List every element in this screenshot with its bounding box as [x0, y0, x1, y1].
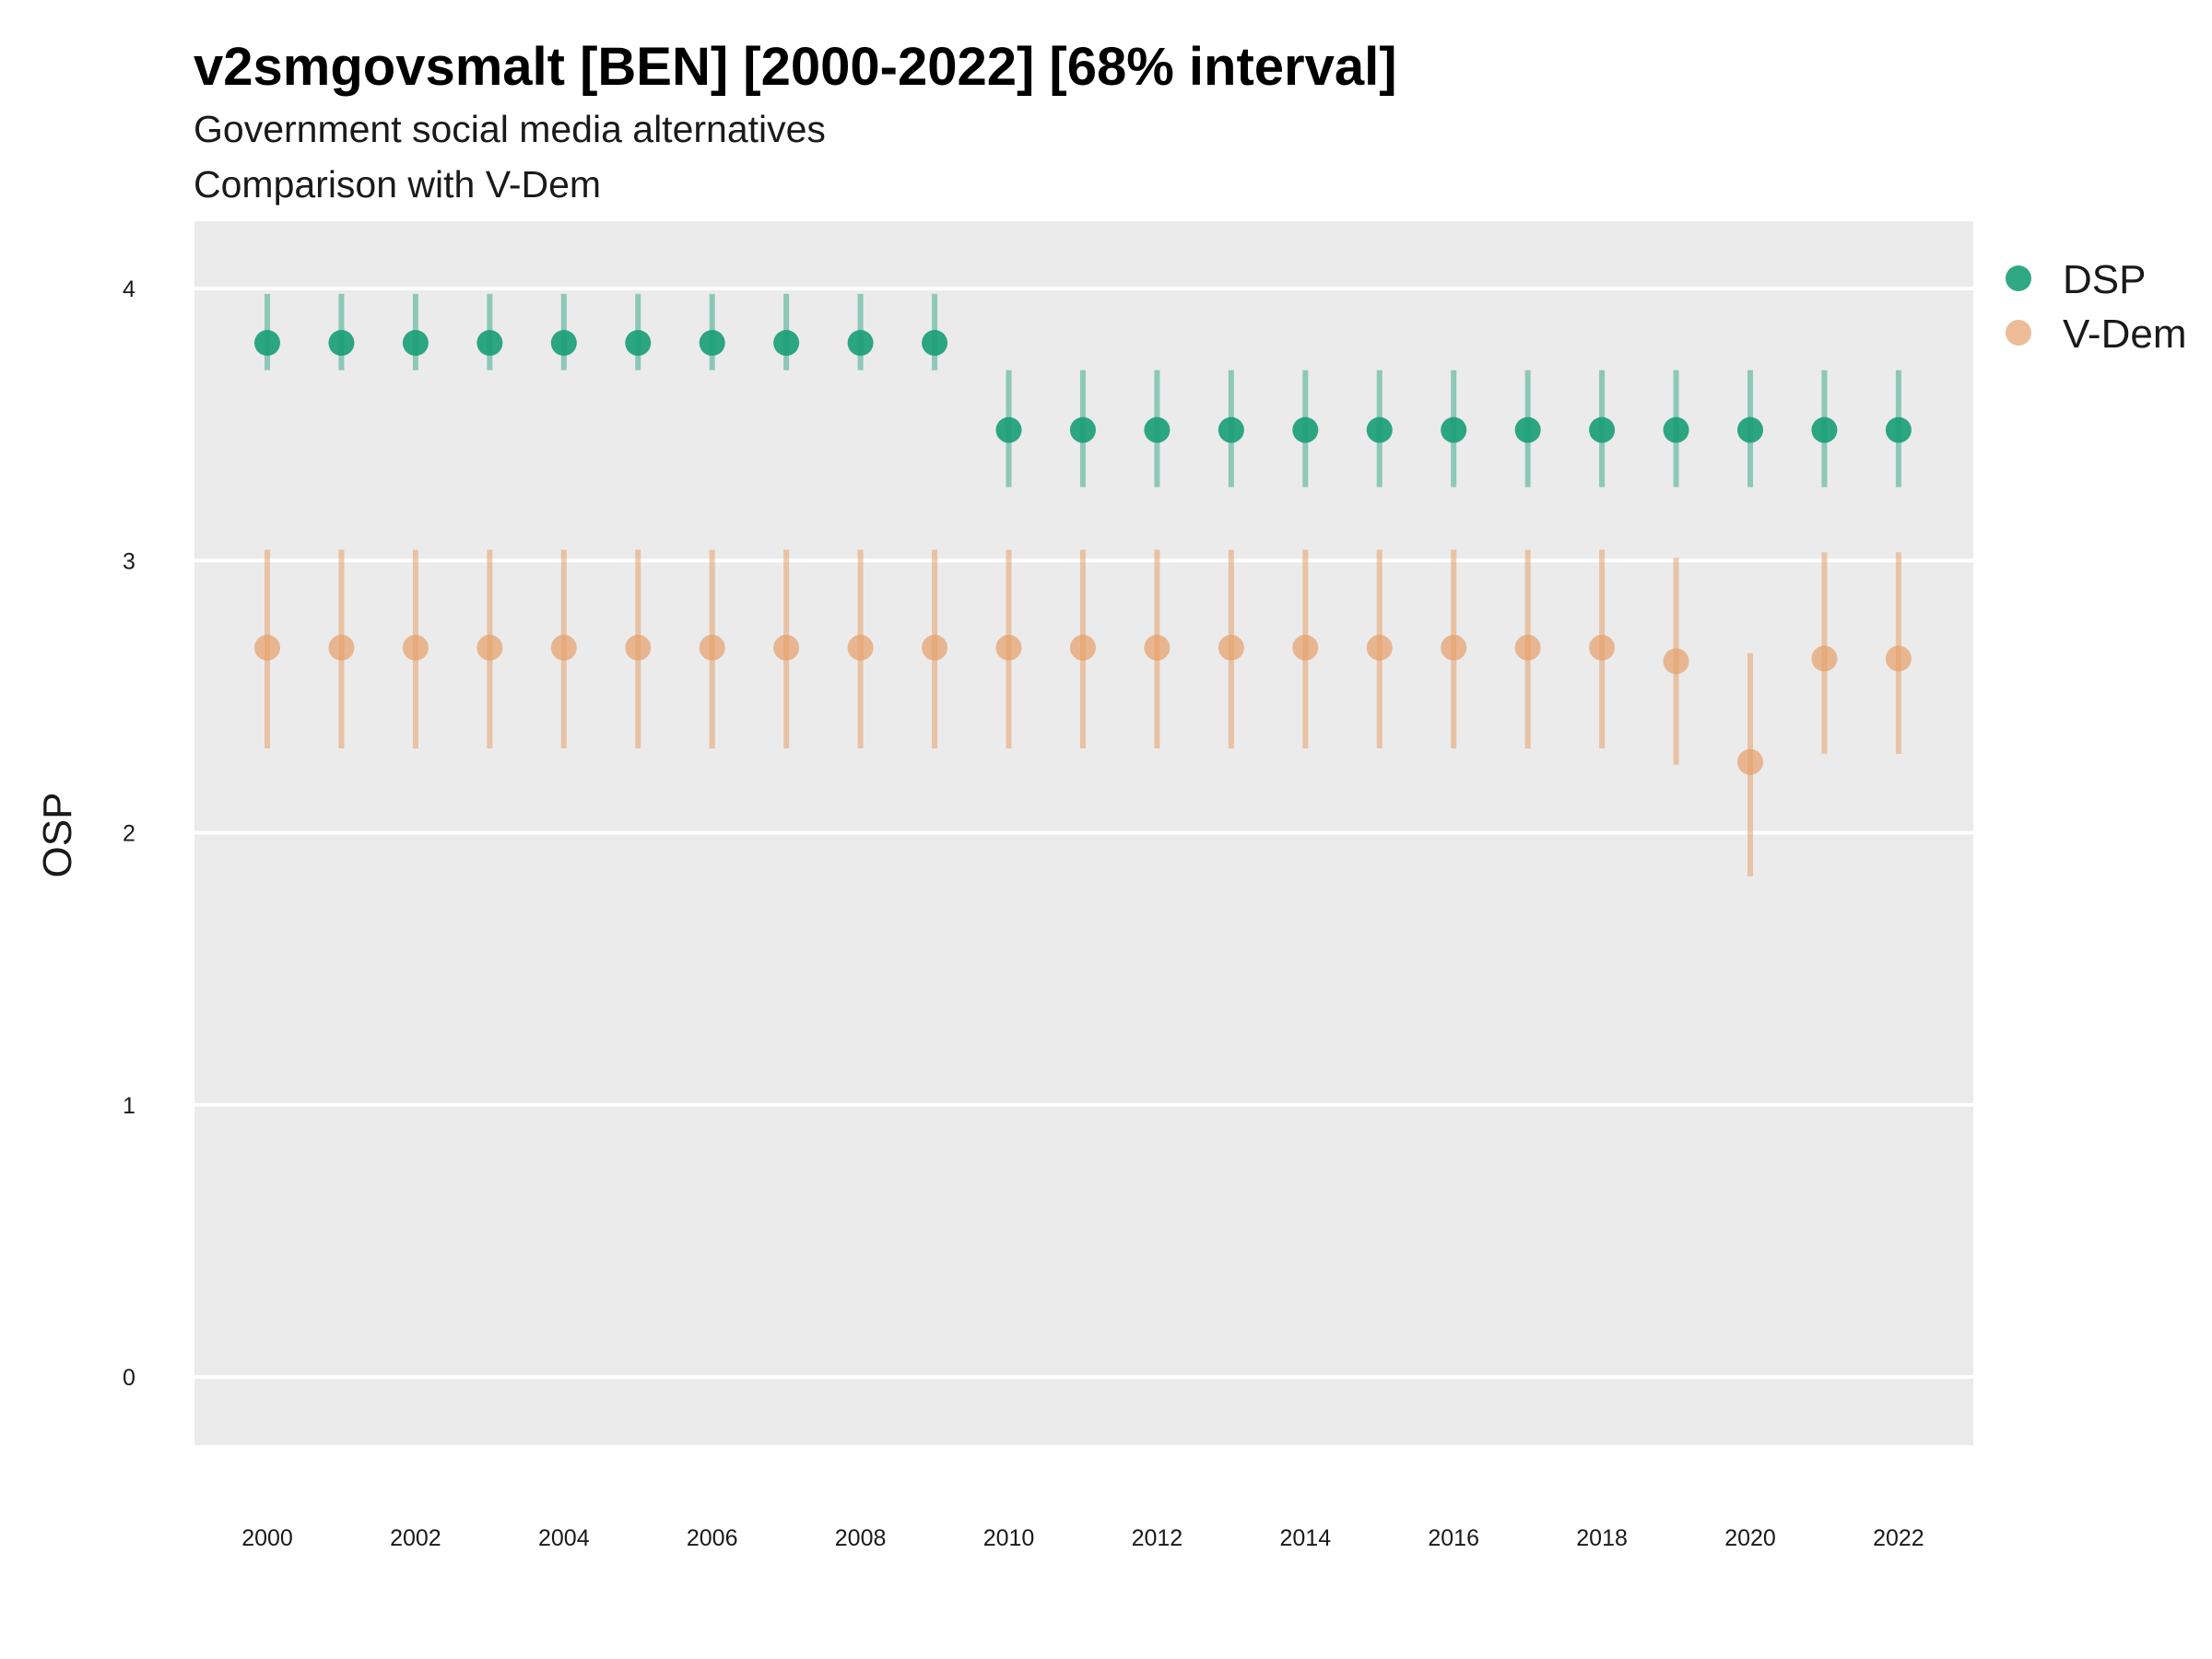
x-tick-label-2010: 2010 [983, 1525, 1035, 1551]
point-dsp-2016 [1441, 417, 1467, 443]
point-vdem-2011 [1069, 634, 1096, 661]
point-dsp-2020 [1737, 417, 1763, 443]
y-tick-label-0: 0 [123, 1365, 135, 1391]
point-dsp-2003 [477, 330, 503, 357]
point-vdem-2012 [1144, 634, 1171, 661]
point-dsp-2007 [773, 330, 800, 357]
point-vdem-2014 [1292, 634, 1319, 661]
point-dsp-2010 [995, 417, 1022, 443]
point-vdem-2018 [1589, 634, 1616, 661]
point-dsp-2009 [922, 330, 948, 357]
point-vdem-2008 [847, 634, 874, 661]
legend-label-vdem: V-Dem [2063, 312, 2186, 357]
x-tick-label-2020: 2020 [1724, 1525, 1776, 1551]
point-vdem-2000 [254, 634, 280, 661]
series-dsp [254, 293, 1912, 488]
point-vdem-2021 [1811, 645, 1838, 672]
point-vdem-2002 [402, 634, 429, 661]
chart-subtitle: Government social media alternatives [194, 108, 826, 150]
point-dsp-2000 [254, 330, 280, 357]
point-dsp-2022 [1885, 417, 1912, 443]
point-vdem-2004 [550, 634, 577, 661]
series-vdem [254, 549, 1912, 877]
chart-caption: Comparison with V-Dem [194, 163, 601, 206]
point-vdem-2015 [1366, 634, 1393, 661]
point-dsp-2021 [1811, 417, 1838, 443]
y-axis-ticks: 0 1 2 3 4 [123, 276, 135, 1391]
y-axis-label: OSP [35, 793, 80, 878]
y-tick-label-1: 1 [123, 1093, 135, 1119]
point-vdem-2007 [773, 634, 800, 661]
point-dsp-2001 [328, 330, 355, 357]
point-dsp-2011 [1069, 417, 1096, 443]
point-vdem-2006 [699, 634, 725, 661]
point-vdem-2013 [1218, 634, 1244, 661]
x-tick-label-2012: 2012 [1132, 1525, 1183, 1551]
legend-swatch-vdem [2006, 320, 2031, 346]
point-dsp-2004 [550, 330, 577, 357]
x-axis-ticks: 2000 2002 2004 2006 2008 2010 2012 2014 2016 2018… [241, 1525, 1924, 1551]
point-dsp-2005 [625, 330, 652, 357]
point-dsp-2008 [847, 330, 874, 357]
x-tick-label-2018: 2018 [1576, 1525, 1628, 1551]
point-vdem-2022 [1885, 645, 1912, 672]
point-dsp-2002 [402, 330, 429, 357]
point-vdem-2001 [328, 634, 355, 661]
x-tick-label-2014: 2014 [1279, 1525, 1331, 1551]
x-tick-label-2022: 2022 [1873, 1525, 1924, 1551]
point-dsp-2006 [699, 330, 725, 357]
legend-swatch-dsp [2006, 265, 2031, 291]
point-dsp-2019 [1663, 417, 1689, 443]
legend: DSP V-Dem [2006, 257, 2186, 357]
x-tick-label-2006: 2006 [687, 1525, 738, 1551]
x-tick-label-2008: 2008 [835, 1525, 887, 1551]
point-vdem-2016 [1441, 634, 1467, 661]
x-tick-label-2000: 2000 [241, 1525, 293, 1551]
y-tick-label-2: 2 [123, 821, 135, 847]
point-vdem-2003 [477, 634, 503, 661]
point-dsp-2014 [1292, 417, 1319, 443]
point-vdem-2017 [1514, 634, 1541, 661]
legend-label-dsp: DSP [2063, 257, 2146, 302]
x-tick-label-2004: 2004 [538, 1525, 590, 1551]
point-vdem-2020 [1737, 748, 1763, 775]
point-vdem-2010 [995, 634, 1022, 661]
point-dsp-2012 [1144, 417, 1171, 443]
y-tick-label-3: 3 [123, 548, 135, 574]
y-tick-label-4: 4 [123, 276, 135, 302]
point-vdem-2009 [922, 634, 948, 661]
point-dsp-2013 [1218, 417, 1244, 443]
x-tick-label-2002: 2002 [390, 1525, 441, 1551]
point-dsp-2017 [1514, 417, 1541, 443]
point-vdem-2019 [1663, 648, 1689, 675]
chart-marks [254, 293, 1912, 877]
point-dsp-2015 [1366, 417, 1393, 443]
point-dsp-2018 [1589, 417, 1616, 443]
x-tick-label-2016: 2016 [1428, 1525, 1479, 1551]
chart-title: v2smgovsmalt [BEN] [2000-2022] [68% inte… [194, 37, 1397, 97]
point-vdem-2005 [625, 634, 652, 661]
